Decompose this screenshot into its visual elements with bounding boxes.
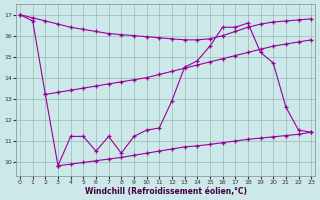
X-axis label: Windchill (Refroidissement éolien,°C): Windchill (Refroidissement éolien,°C) [84, 187, 247, 196]
